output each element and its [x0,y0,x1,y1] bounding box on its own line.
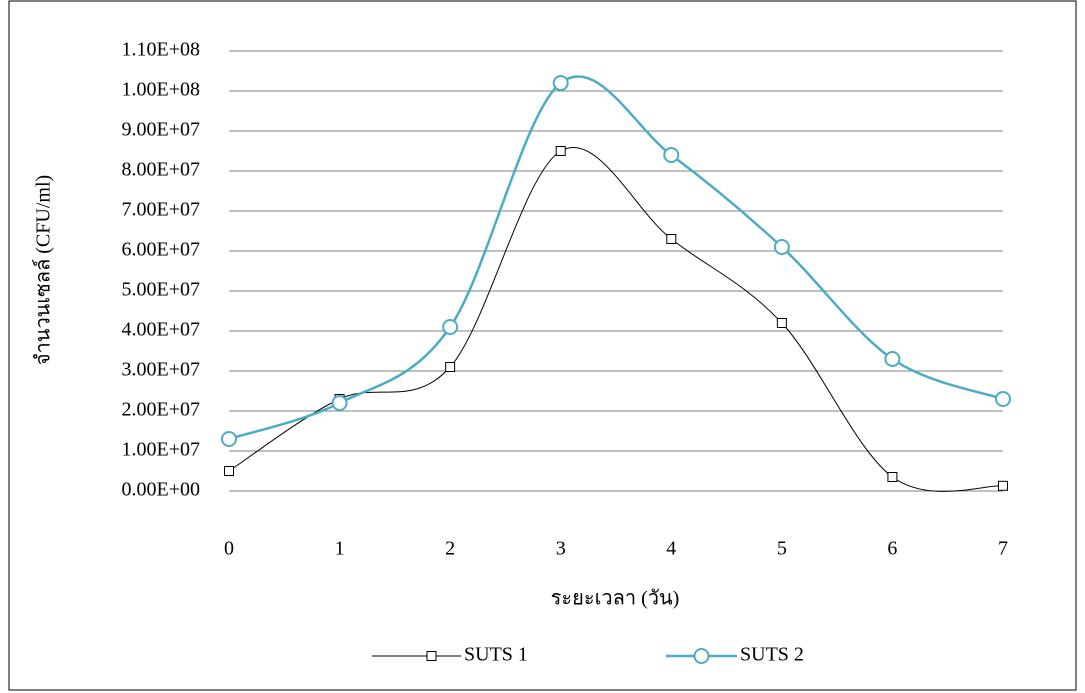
y-tick-label: 9.00E+07 [122,119,201,141]
point [667,235,676,244]
x-tick-label: 4 [666,538,676,560]
point [996,392,1010,406]
y-tick-label: 6.00E+07 [122,239,201,261]
y-tick-label: 2.00E+07 [122,399,201,421]
point [554,76,568,90]
point [664,148,678,162]
point [888,473,897,482]
point [777,319,786,328]
x-tick-label: 6 [887,538,897,560]
y-tick-label: 1.10E+08 [122,39,201,61]
point [775,240,789,254]
legend-label: SUTS 1 [464,644,528,666]
point [446,363,455,372]
point [999,481,1008,490]
point [885,352,899,366]
x-tick-label: 7 [998,538,1008,560]
point [222,432,236,446]
x-tick-label: 3 [556,538,566,560]
x-axis-title: ระยะเวลา (วัน) [551,588,680,610]
point [556,147,565,156]
y-tick-label: 5.00E+07 [122,279,201,301]
y-tick-label: 0.00E+00 [122,479,201,501]
y-tick-label: 8.00E+07 [122,159,201,181]
legend-marker [695,649,709,663]
legend-label: SUTS 2 [740,644,804,666]
x-tick-label: 2 [445,538,455,560]
point [225,467,234,476]
chart: ระยะเวลา (วัน) จำนวนเซลล์ (CFU/ml) 0.00E… [0,0,1085,693]
y-tick-label: 4.00E+07 [122,319,201,341]
x-tick-label: 0 [224,538,234,560]
x-tick-label: 1 [335,538,345,560]
y-tick-label: 1.00E+08 [122,79,201,101]
y-tick-label: 7.00E+07 [122,199,201,221]
y-axis-title: จำนวนเซลล์ (CFU/ml) [32,175,55,365]
point [443,320,457,334]
point [333,396,347,410]
y-tick-label: 1.00E+07 [122,439,201,461]
x-tick-label: 5 [777,538,787,560]
legend-marker [427,652,436,661]
y-tick-label: 3.00E+07 [122,359,201,381]
chart-border [9,1,1076,690]
